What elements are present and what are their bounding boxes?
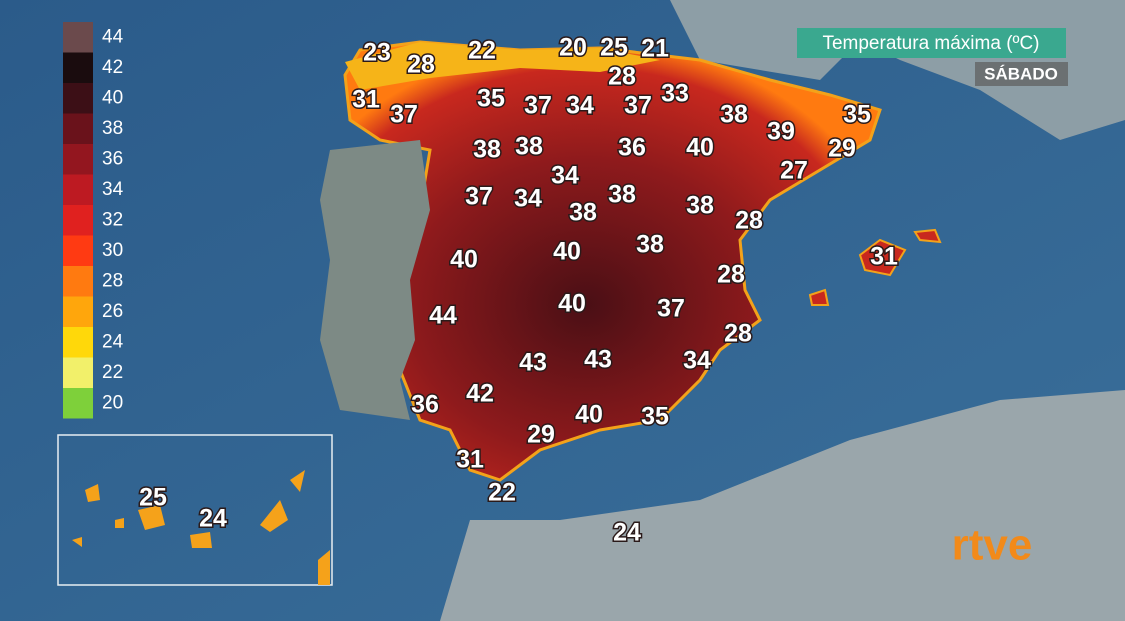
temperature: 39 xyxy=(767,118,795,146)
temperature: 24 xyxy=(613,519,641,547)
temperature: 20 xyxy=(559,34,587,62)
legend-label: 28 xyxy=(102,270,123,291)
temperature: 40 xyxy=(575,401,603,429)
legend-label: 26 xyxy=(102,301,123,322)
temperature: 34 xyxy=(683,347,711,375)
temperature: 35 xyxy=(843,101,871,129)
temperature: 37 xyxy=(624,92,652,120)
temperature: 34 xyxy=(514,185,542,213)
temperature: 24 xyxy=(199,505,227,533)
title: Temperatura máxima (ºC) xyxy=(822,33,1039,54)
temperature: 38 xyxy=(720,101,748,129)
temperature: 34 xyxy=(551,162,579,190)
day-box xyxy=(975,62,1068,86)
legend-swatch xyxy=(63,52,93,83)
temperature: 28 xyxy=(407,51,435,79)
temperature: 31 xyxy=(456,446,484,474)
temperature: 37 xyxy=(390,101,418,129)
temperature: 37 xyxy=(465,183,493,211)
temperature: 38 xyxy=(515,133,543,161)
logo: rtve xyxy=(952,521,1033,570)
legend-label: 24 xyxy=(102,331,124,352)
temperature: 42 xyxy=(466,380,494,408)
legend-label: 36 xyxy=(102,148,123,169)
day: SÁBADO xyxy=(984,64,1058,83)
legend-swatch xyxy=(63,205,93,236)
legend-label: 30 xyxy=(102,240,123,261)
temperature: 31 xyxy=(870,243,898,271)
legend: 44 42 40 38 36 34 32 30 28 26 24 22 20 xyxy=(63,22,124,419)
legend-swatch xyxy=(63,357,93,388)
legend-label: 22 xyxy=(102,362,123,383)
temperature: 28 xyxy=(717,261,745,289)
temperature: 38 xyxy=(608,181,636,209)
legend-swatch xyxy=(63,327,93,358)
temperature: 40 xyxy=(686,134,714,162)
temperature: 36 xyxy=(618,134,646,162)
temperature: 34 xyxy=(566,92,594,120)
legend-swatch xyxy=(63,113,93,144)
legend-swatch xyxy=(63,174,93,205)
legend-swatch xyxy=(63,388,93,419)
temperature: 35 xyxy=(641,403,669,431)
temperature: 22 xyxy=(468,37,496,65)
temperature: 43 xyxy=(519,349,547,377)
canary-inset xyxy=(57,434,333,586)
temperature: 38 xyxy=(636,231,664,259)
temperature: 28 xyxy=(735,207,763,235)
temperature: 37 xyxy=(657,295,685,323)
temperature: 29 xyxy=(828,135,856,163)
temperature: 40 xyxy=(450,246,478,274)
temperature: 40 xyxy=(558,290,586,318)
portugal xyxy=(320,140,430,420)
temperature: 27 xyxy=(780,157,808,185)
legend-swatch xyxy=(63,266,93,297)
legend-swatch xyxy=(63,235,93,266)
north-coast xyxy=(345,42,660,90)
legend-label: 32 xyxy=(102,209,123,230)
temperature: 22 xyxy=(488,479,516,507)
temperature: 21 xyxy=(641,35,669,63)
legend-swatch xyxy=(63,296,93,327)
legend-label: 20 xyxy=(102,392,123,413)
legend-swatch xyxy=(63,144,93,175)
temperature: 25 xyxy=(139,484,167,512)
temperature: 38 xyxy=(686,192,714,220)
legend-label: 40 xyxy=(102,87,123,108)
temperature: 23 xyxy=(363,39,391,67)
temperature: 43 xyxy=(584,346,612,374)
legend-label: 38 xyxy=(102,118,123,139)
legend-swatch xyxy=(63,83,93,114)
temperature: 28 xyxy=(724,320,752,348)
legend-label: 34 xyxy=(102,179,124,200)
temperature: 31 xyxy=(352,86,380,114)
canary-islands xyxy=(72,470,330,585)
legend-label: 44 xyxy=(102,26,124,47)
temperature: 28 xyxy=(608,63,636,91)
temperature: 29 xyxy=(527,421,555,449)
temperature: 35 xyxy=(477,85,505,113)
temperature: 38 xyxy=(473,136,501,164)
temperature: 44 xyxy=(429,302,457,330)
temperature: 40 xyxy=(553,238,581,266)
balearic-islands xyxy=(808,228,942,306)
legend-swatch xyxy=(63,22,93,53)
temperature: 33 xyxy=(661,80,689,108)
temperature: 36 xyxy=(411,391,439,419)
temperature: 25 xyxy=(600,34,628,62)
legend-label: 42 xyxy=(102,57,123,78)
title-box xyxy=(797,28,1066,58)
temperature: 38 xyxy=(569,199,597,227)
africa xyxy=(440,390,1125,621)
temperature: 37 xyxy=(524,92,552,120)
